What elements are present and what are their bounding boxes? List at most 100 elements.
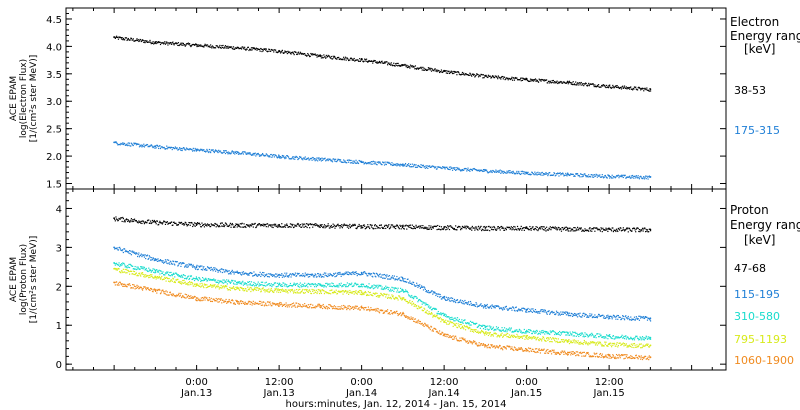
data-sample xyxy=(403,228,405,230)
data-sample xyxy=(216,269,219,271)
data-sample xyxy=(128,252,130,254)
series-115-195 xyxy=(113,246,652,322)
data-sample xyxy=(328,283,330,285)
data-sample xyxy=(614,316,616,318)
data-sample xyxy=(286,272,288,274)
data-sample xyxy=(430,70,433,72)
data-sample xyxy=(365,226,368,228)
x-tick-label-time: 12:00 xyxy=(595,377,624,388)
data-sample xyxy=(256,275,258,277)
data-sample xyxy=(157,224,159,226)
data-sample xyxy=(208,277,210,280)
data-sample xyxy=(228,270,230,272)
data-sample xyxy=(522,227,524,229)
data-sample xyxy=(433,307,435,309)
data-sample xyxy=(263,155,266,157)
data-sample xyxy=(221,286,223,288)
data-sample xyxy=(589,83,592,85)
data-sample xyxy=(427,227,429,229)
data-sample xyxy=(191,44,193,46)
x-tick-label-date: Jan.13 xyxy=(262,388,294,399)
data-sample xyxy=(203,266,205,268)
data-sample xyxy=(580,316,582,318)
data-sample xyxy=(547,331,549,333)
data-sample xyxy=(213,285,215,287)
data-sample xyxy=(499,330,501,332)
data-sample xyxy=(128,250,131,252)
data-sample xyxy=(255,284,257,286)
data-sample xyxy=(648,337,650,339)
data-sample xyxy=(249,48,251,51)
data-sample xyxy=(220,222,222,224)
data-sample xyxy=(434,225,436,227)
data-sample xyxy=(482,307,485,309)
data-sample xyxy=(418,298,420,301)
data-sample xyxy=(194,147,196,150)
data-sample xyxy=(448,300,451,302)
data-sample xyxy=(292,283,295,286)
data-sample xyxy=(578,82,581,84)
data-sample xyxy=(331,275,334,277)
data-sample xyxy=(152,257,154,259)
data-sample xyxy=(184,282,186,284)
data-sample xyxy=(253,285,256,287)
data-sample xyxy=(125,218,128,220)
data-sample xyxy=(158,147,160,150)
data-sample xyxy=(132,220,134,223)
data-sample xyxy=(549,330,551,332)
data-sample xyxy=(388,224,390,226)
data-sample xyxy=(115,142,118,144)
data-sample xyxy=(329,283,331,285)
data-sample xyxy=(467,74,469,76)
data-sample xyxy=(187,265,189,267)
data-sample xyxy=(192,266,194,268)
data-sample xyxy=(477,169,479,171)
data-sample xyxy=(293,291,295,293)
data-sample xyxy=(560,173,563,175)
data-sample xyxy=(219,223,222,225)
data-sample xyxy=(216,150,218,152)
data-sample xyxy=(134,142,136,144)
data-sample xyxy=(309,157,311,160)
data-sample xyxy=(643,317,645,320)
data-sample xyxy=(263,284,265,287)
data-sample xyxy=(348,161,350,163)
data-sample xyxy=(442,228,444,231)
data-sample xyxy=(133,40,135,42)
data-sample xyxy=(423,302,425,304)
data-sample xyxy=(239,271,241,274)
data-sample xyxy=(411,283,413,285)
data-sample xyxy=(632,228,634,230)
data-sample xyxy=(632,339,634,341)
data-sample xyxy=(371,224,373,226)
data-sample xyxy=(545,311,547,313)
data-sample xyxy=(558,333,560,336)
data-sample xyxy=(404,291,406,293)
data-sample xyxy=(548,172,550,174)
data-sample xyxy=(407,292,409,294)
data-sample xyxy=(385,163,387,166)
data-sample xyxy=(622,229,624,231)
data-sample xyxy=(449,71,451,73)
data-sample xyxy=(272,274,274,276)
data-sample xyxy=(476,170,478,172)
data-sample xyxy=(438,70,440,72)
data-sample xyxy=(388,228,391,230)
data-sample xyxy=(492,76,494,78)
data-sample xyxy=(326,225,329,227)
data-sample xyxy=(340,275,342,277)
data-sample xyxy=(579,227,581,229)
data-sample xyxy=(156,269,158,271)
data-sample xyxy=(224,269,227,271)
data-sample xyxy=(627,176,629,178)
data-sample xyxy=(576,313,578,316)
data-sample xyxy=(150,259,152,261)
data-sample xyxy=(524,311,527,313)
data-sample xyxy=(339,160,341,162)
data-sample xyxy=(622,85,624,87)
data-sample xyxy=(341,286,343,288)
data-sample xyxy=(137,275,139,277)
data-sample xyxy=(551,174,553,176)
data-sample xyxy=(646,229,649,231)
data-sample xyxy=(493,225,495,228)
